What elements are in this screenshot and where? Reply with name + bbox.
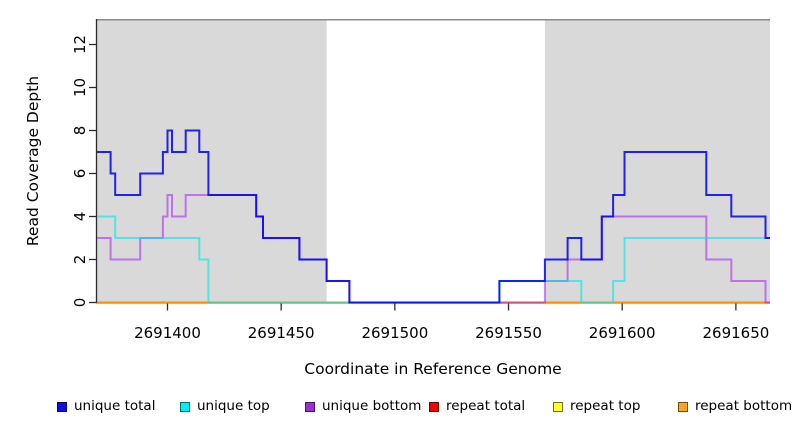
legend-swatch-icon [429, 401, 439, 412]
series-unique-total [97, 129, 770, 304]
legend-swatch-icon [553, 401, 563, 412]
y-tick-label: 8 [71, 126, 89, 136]
shaded-region [544, 19, 770, 303]
legend-swatch-icon [180, 401, 190, 412]
x-tick-label: 2691450 [248, 324, 315, 342]
y-tick-label: 6 [71, 169, 89, 179]
legend-label: repeat bottom [695, 398, 792, 414]
legend-label: unique top [197, 398, 270, 414]
legend-label: unique bottom [322, 398, 422, 414]
legend-label: unique total [74, 398, 156, 414]
legend-item-repeat-top: repeat top [553, 399, 640, 414]
y-tick-label: 4 [71, 212, 89, 222]
legend-item-repeat-total: repeat total [429, 399, 525, 414]
y-tick-label: 12 [71, 35, 89, 54]
y-tick-label: 0 [71, 298, 89, 308]
legend-item-repeat-bottom: repeat bottom [678, 399, 792, 414]
x-tick-label: 2691550 [475, 324, 542, 342]
y-axis-title: Read Coverage Depth [24, 75, 42, 247]
y-tick-label: 2 [71, 255, 89, 265]
legend-item-unique-bottom: unique bottom [305, 399, 421, 414]
x-tick-label: 2691400 [134, 324, 201, 342]
legend-label: repeat total [446, 398, 526, 414]
legend-swatch-icon [678, 401, 688, 412]
shaded-region [97, 19, 327, 303]
x-tick-label: 2691500 [361, 324, 428, 342]
x-axis-title: Coordinate in Reference Genome [304, 360, 562, 378]
legend-item-unique-top: unique top [180, 399, 270, 414]
legend-item-unique-total: unique total [57, 399, 155, 414]
legend-label: repeat top [570, 398, 641, 414]
y-tick-label: 10 [71, 78, 89, 97]
legend-swatch-icon [305, 401, 315, 412]
legend-swatch-icon [57, 401, 67, 412]
x-tick-label: 2691600 [589, 324, 656, 342]
x-tick-label: 2691650 [702, 324, 769, 342]
